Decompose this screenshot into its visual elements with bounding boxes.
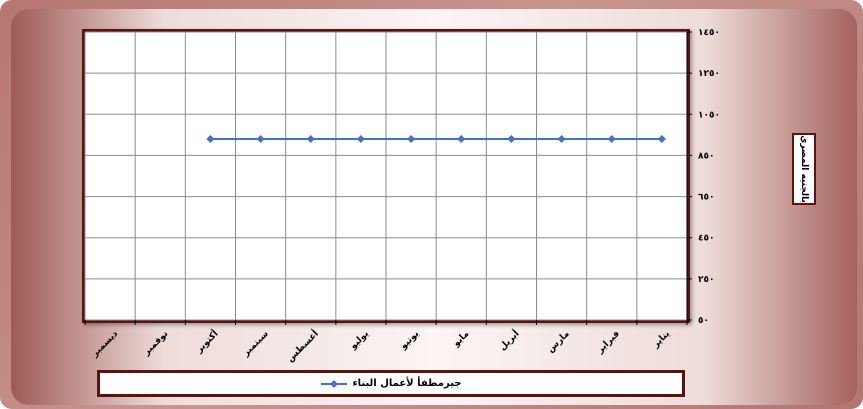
grid-layer bbox=[84, 31, 688, 321]
y-tick-label: ٤٥٠ bbox=[698, 234, 714, 244]
data-point bbox=[407, 134, 416, 143]
y-tick-label: ١٢٥٠ bbox=[698, 69, 720, 79]
y-axis-title-box: بالجنيه المصري bbox=[792, 133, 816, 205]
x-category-label: سبتمبر bbox=[241, 329, 271, 359]
y-tick-label: ٨٥٠ bbox=[698, 151, 714, 161]
data-point bbox=[206, 134, 215, 143]
x-category-label: فبراير bbox=[595, 329, 622, 356]
legend-series-marker bbox=[320, 379, 347, 388]
x-category-label: يناير bbox=[651, 329, 673, 351]
y-tick-label: ١٤٥٠ bbox=[698, 28, 720, 38]
x-category-label: ديسمبر bbox=[89, 329, 120, 360]
x-category-label: أغسطس bbox=[284, 328, 321, 365]
data-point bbox=[657, 134, 666, 143]
data-point bbox=[256, 134, 265, 143]
x-category-label: مايو bbox=[451, 329, 471, 349]
x-category-label: نوفمبر bbox=[141, 329, 170, 358]
legend: جيرمطفأ لأعمال البناء bbox=[97, 370, 685, 397]
x-category-label: مارس bbox=[546, 329, 572, 355]
y-tick-label: ٦٥٠ bbox=[698, 193, 714, 203]
data-point bbox=[557, 134, 566, 143]
y-axis-title: بالجنيه المصري bbox=[799, 135, 809, 203]
data-point bbox=[507, 134, 516, 143]
x-category-label: يونيو bbox=[398, 329, 421, 352]
legend-series-label: جيرمطفأ لأعمال البناء bbox=[352, 378, 462, 389]
y-tick-label: ٢٥٠ bbox=[698, 275, 714, 285]
data-point bbox=[607, 134, 616, 143]
series-layer bbox=[206, 134, 666, 143]
data-point bbox=[356, 134, 365, 143]
x-category-label: يوليو bbox=[348, 329, 371, 352]
axis-layer bbox=[84, 31, 692, 325]
data-point bbox=[457, 134, 466, 143]
data-point bbox=[306, 134, 315, 143]
x-category-label: أبريل bbox=[496, 328, 521, 353]
y-tick-label: ٥٠ bbox=[698, 316, 709, 326]
x-category-label: أكتوبر bbox=[193, 328, 221, 356]
y-tick-label: ١٠٥٠ bbox=[698, 110, 720, 120]
